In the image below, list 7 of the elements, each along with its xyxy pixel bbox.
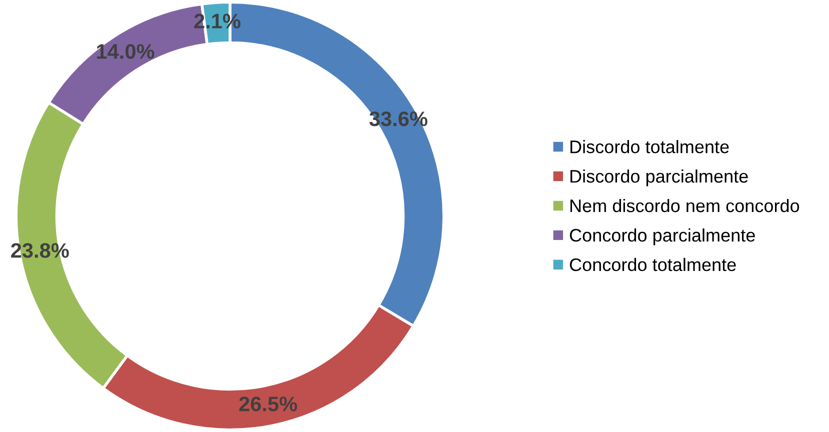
legend-label: Concordo totalmente xyxy=(570,258,736,272)
legend-label: Discordo parcialmente xyxy=(570,169,748,186)
data-label: 14.0% xyxy=(97,44,154,59)
legend-label: Discordo totalmente xyxy=(570,140,729,154)
data-label: 26.5% xyxy=(239,396,298,412)
legend-label: Concordo parcialmente xyxy=(570,228,755,246)
legend-label: Nem discordo nem concordo xyxy=(570,198,800,212)
